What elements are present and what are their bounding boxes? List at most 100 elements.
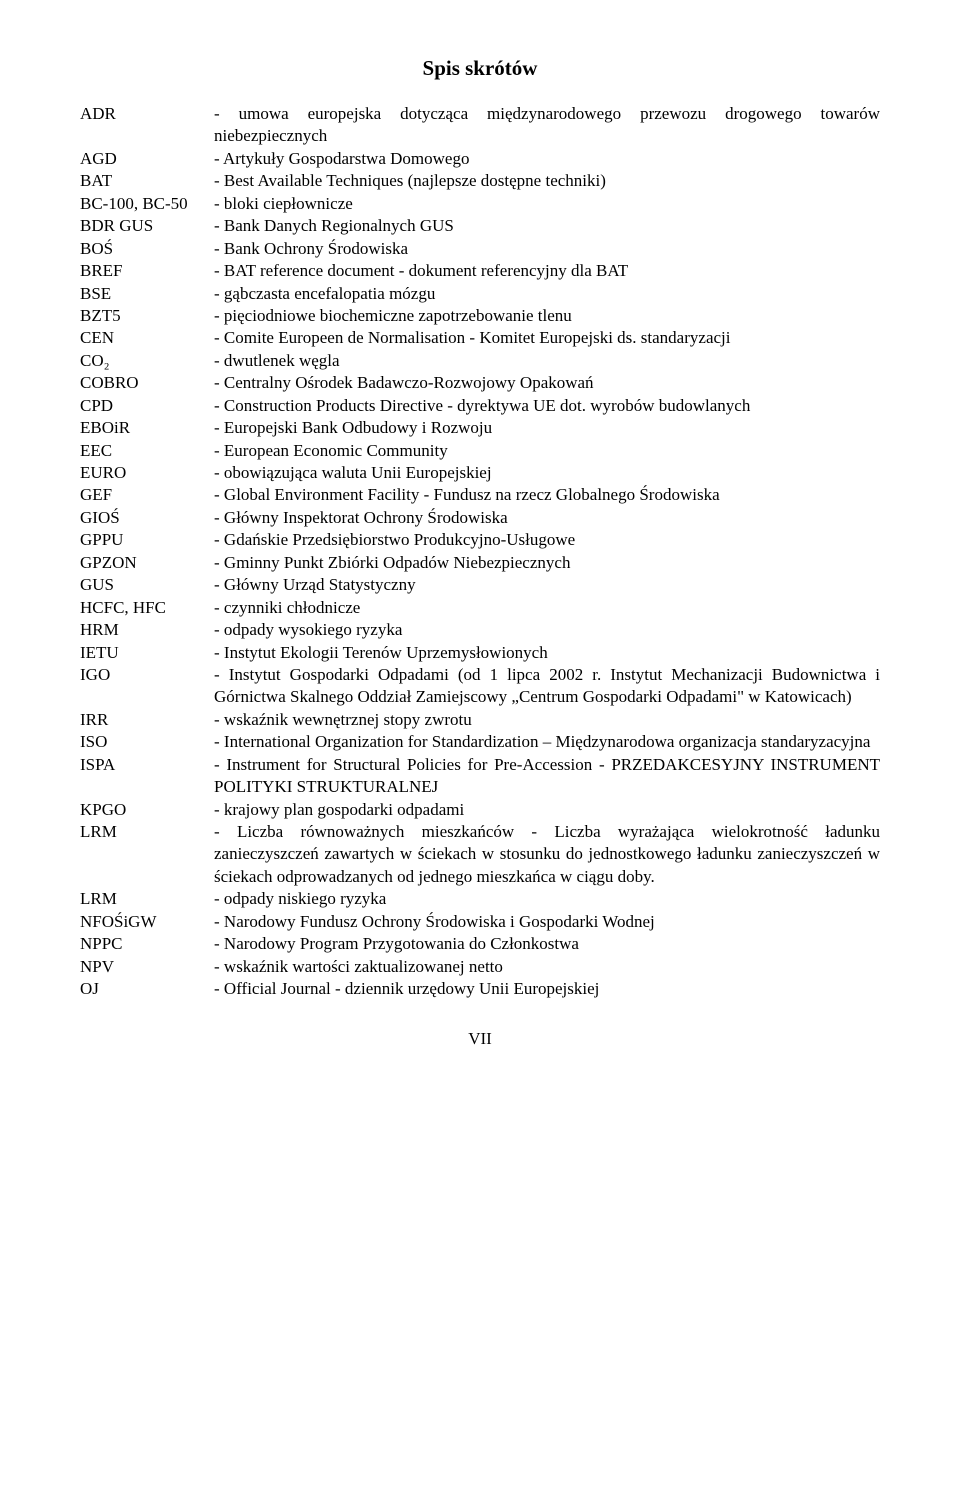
list-item: EURO- obowiązująca waluta Unii Europejsk…	[80, 462, 880, 484]
definition: - Liczba równoważnych mieszkańców - Licz…	[214, 821, 880, 888]
definition: - Artykuły Gospodarstwa Domowego	[214, 148, 880, 170]
definition: - Global Environment Facility - Fundusz …	[214, 484, 880, 506]
document-page: Spis skrótów ADR- umowa europejska dotyc…	[0, 0, 960, 1089]
list-item: GPZON- Gminny Punkt Zbiórki Odpadów Nieb…	[80, 552, 880, 574]
list-item: BC-100, BC-50- bloki ciepłownicze	[80, 193, 880, 215]
abbreviation: OJ	[80, 978, 214, 1000]
definition: - Europejski Bank Odbudowy i Rozwoju	[214, 417, 880, 439]
abbreviation: LRM	[80, 888, 214, 910]
abbreviation: BAT	[80, 170, 214, 192]
abbreviation: ISPA	[80, 754, 214, 776]
definition: - krajowy plan gospodarki odpadami	[214, 799, 880, 821]
list-item: OJ- Official Journal - dziennik urzędowy…	[80, 978, 880, 1000]
list-item: NPPC- Narodowy Program Przygotowania do …	[80, 933, 880, 955]
abbreviation: BC-100, BC-50	[80, 193, 214, 215]
list-item: IETU- Instytut Ekologii Terenów Uprzemys…	[80, 642, 880, 664]
abbreviation: ADR	[80, 103, 214, 125]
list-item: KPGO- krajowy plan gospodarki odpadami	[80, 799, 880, 821]
definition: - Główny Urząd Statystyczny	[214, 574, 880, 596]
definition: - Gdańskie Przedsiębiorstwo Produkcyjno-…	[214, 529, 880, 551]
definition: - Instrument for Structural Policies for…	[214, 754, 880, 799]
list-item: LRM- odpady niskiego ryzyka	[80, 888, 880, 910]
abbreviation: GPZON	[80, 552, 214, 574]
list-item: BREF- BAT reference document - dokument …	[80, 260, 880, 282]
abbreviation: KPGO	[80, 799, 214, 821]
list-item: BAT- Best Available Techniques (najlepsz…	[80, 170, 880, 192]
abbreviation: NFOŚiGW	[80, 911, 214, 933]
definition: - wskaźnik wewnętrznej stopy zwrotu	[214, 709, 880, 731]
list-item: AGD- Artykuły Gospodarstwa Domowego	[80, 148, 880, 170]
abbreviation: BZT5	[80, 305, 214, 327]
definition: - gąbczasta encefalopatia mózgu	[214, 283, 880, 305]
abbreviation: CEN	[80, 327, 214, 349]
abbreviation: HRM	[80, 619, 214, 641]
abbreviation-list: ADR- umowa europejska dotycząca międzyna…	[80, 103, 880, 1001]
abbreviation: BDR GUS	[80, 215, 214, 237]
definition: - Narodowy Fundusz Ochrony Środowiska i …	[214, 911, 880, 933]
definition: - odpady wysokiego ryzyka	[214, 619, 880, 641]
abbreviation: AGD	[80, 148, 214, 170]
list-item: HRM- odpady wysokiego ryzyka	[80, 619, 880, 641]
definition: - Instytut Gospodarki Odpadami (od 1 lip…	[214, 664, 880, 709]
definition: - Official Journal - dziennik urzędowy U…	[214, 978, 880, 1000]
definition: - obowiązująca waluta Unii Europejskiej	[214, 462, 880, 484]
definition: - wskaźnik wartości zaktualizowanej nett…	[214, 956, 880, 978]
definition: - odpady niskiego ryzyka	[214, 888, 880, 910]
list-item: GIOŚ- Główny Inspektorat Ochrony Środowi…	[80, 507, 880, 529]
abbreviation: NPV	[80, 956, 214, 978]
definition: - Instytut Ekologii Terenów Uprzemysłowi…	[214, 642, 880, 664]
list-item: ISPA- Instrument for Structural Policies…	[80, 754, 880, 799]
definition: - Construction Products Directive - dyre…	[214, 395, 880, 417]
abbreviation: IGO	[80, 664, 214, 686]
abbreviation: GEF	[80, 484, 214, 506]
definition: - Bank Ochrony Środowiska	[214, 238, 880, 260]
definition: - czynniki chłodnicze	[214, 597, 880, 619]
definition: - European Economic Community	[214, 440, 880, 462]
definition: - Główny Inspektorat Ochrony Środowiska	[214, 507, 880, 529]
list-item: EEC- European Economic Community	[80, 440, 880, 462]
list-item: BZT5- pięciodniowe biochemiczne zapotrze…	[80, 305, 880, 327]
abbreviation: BOŚ	[80, 238, 214, 260]
list-item: GUS- Główny Urząd Statystyczny	[80, 574, 880, 596]
list-item: ADR- umowa europejska dotycząca międzyna…	[80, 103, 880, 148]
page-number: VII	[80, 1029, 880, 1049]
abbreviation: BREF	[80, 260, 214, 282]
abbreviation: LRM	[80, 821, 214, 843]
abbreviation: BSE	[80, 283, 214, 305]
definition: - Comite Europeen de Normalisation - Kom…	[214, 327, 880, 349]
list-item: NPV- wskaźnik wartości zaktualizowanej n…	[80, 956, 880, 978]
abbreviation: EEC	[80, 440, 214, 462]
list-item: CEN- Comite Europeen de Normalisation - …	[80, 327, 880, 349]
definition: - Narodowy Program Przygotowania do Czło…	[214, 933, 880, 955]
abbreviation: EBOiR	[80, 417, 214, 439]
definition: - BAT reference document - dokument refe…	[214, 260, 880, 282]
list-item: HCFC, HFC- czynniki chłodnicze	[80, 597, 880, 619]
definition: - Best Available Techniques (najlepsze d…	[214, 170, 880, 192]
list-item: CPD- Construction Products Directive - d…	[80, 395, 880, 417]
list-item: BSE- gąbczasta encefalopatia mózgu	[80, 283, 880, 305]
definition: - Bank Danych Regionalnych GUS	[214, 215, 880, 237]
list-item: BOŚ- Bank Ochrony Środowiska	[80, 238, 880, 260]
abbreviation: COBRO	[80, 372, 214, 394]
list-item: NFOŚiGW- Narodowy Fundusz Ochrony Środow…	[80, 911, 880, 933]
abbreviation: GIOŚ	[80, 507, 214, 529]
list-item: GPPU- Gdańskie Przedsiębiorstwo Produkcy…	[80, 529, 880, 551]
abbreviation: HCFC, HFC	[80, 597, 214, 619]
abbreviation: CPD	[80, 395, 214, 417]
list-item: LRM- Liczba równoważnych mieszkańców - L…	[80, 821, 880, 888]
definition: - Centralny Ośrodek Badawczo-Rozwojowy O…	[214, 372, 880, 394]
definition: - bloki ciepłownicze	[214, 193, 880, 215]
definition: - Gminny Punkt Zbiórki Odpadów Niebezpie…	[214, 552, 880, 574]
definition: - umowa europejska dotycząca międzynarod…	[214, 103, 880, 148]
list-item: ISO- International Organization for Stan…	[80, 731, 880, 753]
abbreviation: GUS	[80, 574, 214, 596]
list-item: EBOiR- Europejski Bank Odbudowy i Rozwoj…	[80, 417, 880, 439]
list-item: IGO- Instytut Gospodarki Odpadami (od 1 …	[80, 664, 880, 709]
abbreviation: NPPC	[80, 933, 214, 955]
list-item: BDR GUS- Bank Danych Regionalnych GUS	[80, 215, 880, 237]
abbreviation: CO₂	[80, 350, 214, 372]
list-item: CO₂- dwutlenek węgla	[80, 350, 880, 372]
abbreviation: GPPU	[80, 529, 214, 551]
definition: - pięciodniowe biochemiczne zapotrzebowa…	[214, 305, 880, 327]
list-item: COBRO- Centralny Ośrodek Badawczo-Rozwoj…	[80, 372, 880, 394]
